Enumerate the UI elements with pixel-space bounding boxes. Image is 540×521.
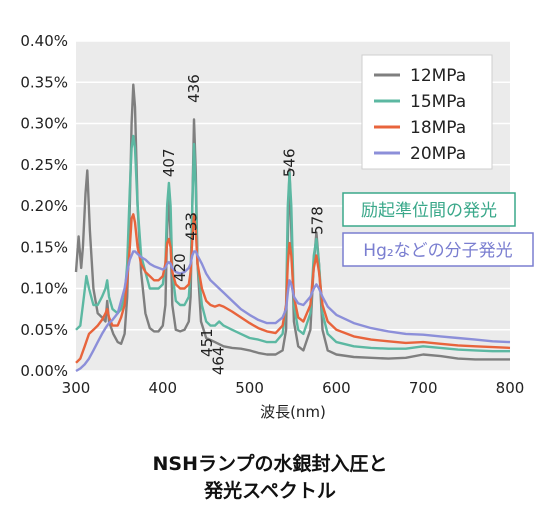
y-tick-label: 0.30% <box>20 115 68 133</box>
annotation-excited: 励起準位間の発光 <box>342 192 516 227</box>
annotation-excited-box <box>342 192 516 227</box>
x-axis-ticks: 300 400 500 600 700 800 <box>62 379 525 397</box>
y-tick-label: 0.00% <box>20 362 68 380</box>
peak-label: 407 <box>160 148 178 177</box>
annotation-excited-label: 励起準位間の発光 <box>361 201 497 221</box>
x-tick-label: 800 <box>496 379 525 397</box>
series-line-18mpa <box>75 213 511 364</box>
x-tick-label: 600 <box>322 379 351 397</box>
y-tick-label: 0.25% <box>20 156 68 174</box>
legend-label: 20MPa <box>410 144 466 164</box>
series-lines <box>74 83 511 373</box>
legend-label: 12MPa <box>410 66 466 86</box>
y-tick-label: 0.10% <box>20 280 68 298</box>
chart-title-line-2: 発光スペクトル <box>203 479 336 502</box>
y-tick-label: 0.20% <box>20 197 68 215</box>
y-tick-label: 0.15% <box>20 238 68 256</box>
peak-label: 546 <box>281 148 299 177</box>
x-axis-label: 波長(nm) <box>260 403 326 421</box>
peak-label: 578 <box>308 206 326 235</box>
legend-label: 18MPa <box>410 118 466 138</box>
y-tick-label: 0.40% <box>20 32 68 50</box>
series-line-20mpa <box>75 250 511 373</box>
x-tick-label: 300 <box>62 379 91 397</box>
peak-label: 433 <box>182 212 200 241</box>
x-tick-label: 700 <box>409 379 438 397</box>
peak-label: 451 <box>198 328 216 357</box>
y-tick-label: 0.35% <box>20 73 68 91</box>
annotation-molecular-box <box>342 232 534 267</box>
chart-title-line-1: NSHランプの水銀封入圧と <box>153 452 388 475</box>
legend-label: 15MPa <box>410 92 466 112</box>
peak-label: 420 <box>171 253 189 282</box>
peak-label: 436 <box>185 74 203 103</box>
y-tick-label: 0.05% <box>20 321 68 339</box>
annotation-molecular-label: Hg₂などの分子発光 <box>363 241 512 261</box>
x-tick-label: 500 <box>235 379 264 397</box>
legend: 12MPa 15MPa 18MPa 20MPa <box>361 54 493 170</box>
annotation-molecular: Hg₂などの分子発光 <box>342 232 534 267</box>
y-axis-ticks: 0.00% 0.05% 0.10% 0.15% 0.20% 0.25% 0.30% 0.35%… <box>20 32 68 380</box>
x-tick-label: 400 <box>148 379 177 397</box>
peak-label: 464 <box>209 346 227 375</box>
